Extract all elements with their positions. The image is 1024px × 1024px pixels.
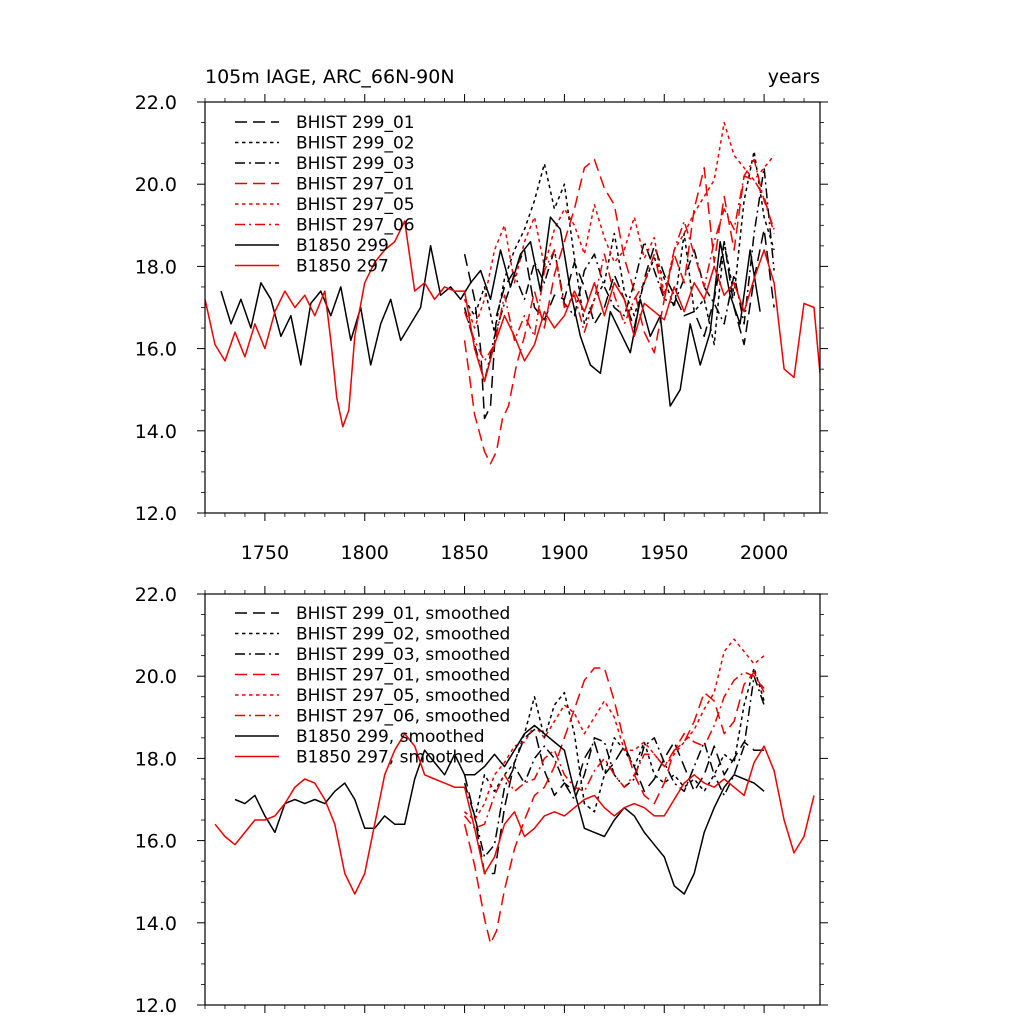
y-tick-label: 14.0 xyxy=(135,421,177,443)
legend-entry: BHIST 299_02 xyxy=(296,134,415,154)
legend-entry: BHIST 297_06, smoothed xyxy=(296,707,510,727)
series-line-6 xyxy=(220,216,761,407)
series-line-0 xyxy=(463,728,765,875)
bottom-chart-axes: 12.0 14.0 16.0 18.0 20.0 22.0 xyxy=(135,584,828,1017)
y-tick-label: 16.0 xyxy=(135,339,177,361)
legend-entry: BHIST 297_06 xyxy=(296,216,415,236)
chart-title: 105m IAGE, ARC_66N-90N xyxy=(205,66,455,88)
legend-entry: BHIST 297_01 xyxy=(296,175,415,195)
series-line-3 xyxy=(463,667,765,945)
y-tick-label: 12.0 xyxy=(135,503,177,525)
series-line-5 xyxy=(463,158,775,362)
bottom-chart-series xyxy=(214,638,815,945)
y-tick-label: 18.0 xyxy=(135,748,177,770)
x-tick-label: 1800 xyxy=(341,542,389,564)
x-tick-label: 2000 xyxy=(740,542,788,564)
bottom-chart-panel: 12.0 14.0 16.0 18.0 20.0 22.0 BHIST 299_01, s… xyxy=(135,584,828,1017)
legend-entry: B1850 297 xyxy=(296,257,389,277)
top-chart-frame xyxy=(204,101,821,514)
series-line-2 xyxy=(463,167,775,383)
y-tick-label: 20.0 xyxy=(135,666,177,688)
legend-entry: BHIST 297_01, smoothed xyxy=(296,666,510,686)
series-line-1 xyxy=(464,667,765,821)
series-line-7 xyxy=(205,220,820,428)
bottom-chart-frame xyxy=(204,593,821,1006)
legend-entry: BHIST 297_05 xyxy=(296,195,415,215)
series-line-1 xyxy=(463,150,775,346)
legend-entry: B1850 297, smoothed xyxy=(296,748,485,768)
y-tick-label: 16.0 xyxy=(135,831,177,853)
legend-entry: B1850 299, smoothed xyxy=(296,727,485,747)
top-chart-panel: 105m IAGE, ARC_66N-90N years 1750 1800 185… xyxy=(135,66,828,564)
y-tick-label: 14.0 xyxy=(135,913,177,935)
y-tick-label: 18.0 xyxy=(135,256,177,278)
y-tick-label: 12.0 xyxy=(135,995,177,1017)
legend-entry: BHIST 297_05, smoothed xyxy=(296,686,510,706)
series-line-7 xyxy=(214,732,815,895)
legend-entry: BHIST 299_01, smoothed xyxy=(296,604,510,624)
legend-entry: BHIST 299_03, smoothed xyxy=(296,645,510,665)
legend-entry: B1850 299 xyxy=(296,236,389,256)
legend-entry: BHIST 299_01 xyxy=(296,113,415,133)
x-tick-label: 1850 xyxy=(440,542,488,564)
series-line-5 xyxy=(464,671,765,830)
x-tick-label: 1950 xyxy=(640,542,688,564)
series-line-4 xyxy=(463,121,775,329)
series-line-4 xyxy=(464,638,765,821)
series-line-6 xyxy=(234,724,765,895)
y-tick-label: 22.0 xyxy=(135,92,177,114)
legend-entry: BHIST 299_02, smoothed xyxy=(296,625,510,645)
legend-entry: BHIST 299_03 xyxy=(296,154,415,174)
y-tick-label: 20.0 xyxy=(135,174,177,196)
units-label: years xyxy=(768,66,820,88)
top-chart-axes: 1750 1800 1850 1900 1950 2000 12.0 14.0 16.0 18.0… xyxy=(135,92,828,564)
top-chart-series xyxy=(205,121,820,465)
x-tick-label: 1750 xyxy=(241,542,289,564)
x-tick-label: 1900 xyxy=(540,542,588,564)
series-line-2 xyxy=(463,675,765,858)
series-line-3 xyxy=(463,158,775,465)
y-tick-label: 22.0 xyxy=(135,584,177,606)
